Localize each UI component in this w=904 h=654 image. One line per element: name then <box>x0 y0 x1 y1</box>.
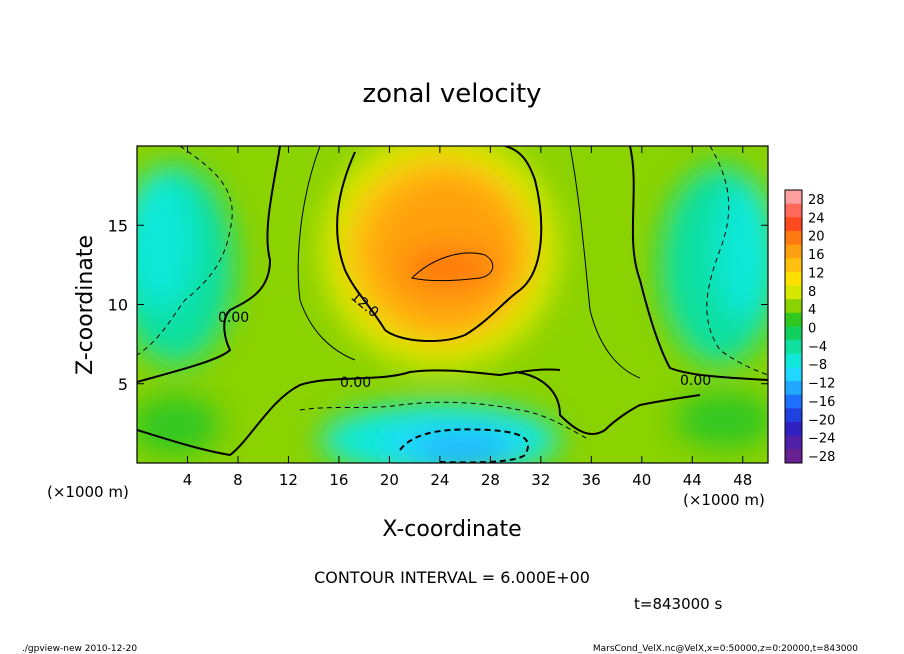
plot-area <box>137 146 768 463</box>
colorbar-swatch <box>785 312 802 327</box>
region-right-aqua <box>715 180 768 320</box>
colorbar-swatch <box>785 449 802 464</box>
y-axis-label: Z-coordinate <box>73 235 98 375</box>
x-tick-label: 24 <box>430 471 449 489</box>
colorbar-label: −28 <box>808 450 835 465</box>
colorbar-label: 28 <box>808 193 825 208</box>
contour-neg6-left <box>137 146 233 356</box>
colorbar-label: −16 <box>808 395 835 410</box>
colorbar-swatch <box>785 285 802 300</box>
contour-label: 0.00 <box>340 375 371 391</box>
colorbar-label: −12 <box>808 377 835 392</box>
y-tick-label: 5 <box>118 375 128 394</box>
colorbar-swatch <box>785 422 802 437</box>
colorbar: 28 24 20 16 12 8 4 0 −4 −8 −12 −16 −20 −24 −28 <box>784 189 835 465</box>
contour-neg6-right <box>706 146 768 376</box>
colorbar-swatch <box>785 217 802 232</box>
region-left-aqua <box>137 170 195 310</box>
y-tick-label: 10 <box>108 296 128 315</box>
x-tick-label: 40 <box>632 471 651 489</box>
x-tick-label: 12 <box>279 471 298 489</box>
colorbar-swatch <box>785 353 802 368</box>
x-tick-label: 44 <box>683 471 702 489</box>
y-axis: 5 10 15 <box>108 216 768 394</box>
x-tick-label: 48 <box>733 471 752 489</box>
contour-interval: CONTOUR INTERVAL = 6.000E+00 <box>314 568 590 587</box>
x-tick-label: 36 <box>582 471 601 489</box>
region-right-bottom <box>675 392 768 448</box>
x-unit-right: (×1000 m) <box>683 491 765 509</box>
colorbar-swatch <box>785 258 802 273</box>
colorbar-swatch <box>785 408 802 423</box>
colorbar-label: 8 <box>808 285 816 300</box>
colorbar-swatch <box>785 244 802 259</box>
colorbar-label: −20 <box>808 413 835 428</box>
contour-6-right <box>569 146 641 379</box>
colorbar-swatch <box>785 271 802 286</box>
x-tick-label: 8 <box>233 471 243 489</box>
colorbar-label: 0 <box>808 322 816 337</box>
region-left-bottom <box>137 395 220 455</box>
footer-left: ./gpview-new 2010-12-20 <box>22 644 137 654</box>
x-tick-label: 32 <box>531 471 550 489</box>
footer-right: MarsCond_VelX.nc@VelX,x=0:50000,z=0:2000… <box>593 644 858 654</box>
y-tick-label: 15 <box>108 216 128 235</box>
x-unit-left: (×1000 m) <box>47 483 129 501</box>
x-tick-label: 16 <box>329 471 348 489</box>
colorbar-swatch <box>785 381 802 396</box>
contour-0-right <box>629 146 768 381</box>
colorbar-label: 16 <box>808 248 825 263</box>
colorbar-swatch <box>785 299 802 314</box>
contour-0-lower-right <box>514 371 701 435</box>
colorbar-label: −8 <box>808 358 827 373</box>
x-tick-label: 20 <box>380 471 399 489</box>
colorbar-label: −4 <box>808 340 827 355</box>
colorbar-swatch <box>785 394 802 409</box>
colorbar-label: 4 <box>808 303 816 318</box>
colorbar-label: 24 <box>808 211 825 226</box>
x-axis: 4 8 12 16 20 24 28 32 36 40 44 48 <box>183 146 752 489</box>
colorbar-swatch <box>785 435 802 450</box>
contour-label: 0.00 <box>218 310 249 326</box>
colorbar-swatch <box>785 203 802 218</box>
x-tick-label: 4 <box>183 471 193 489</box>
x-axis-label: X-coordinate <box>382 517 521 542</box>
colorbar-frame <box>784 189 803 464</box>
colorbar-swatch <box>785 326 802 341</box>
colorbar-label: −24 <box>808 432 835 447</box>
time-label: t=843000 s <box>634 595 722 613</box>
x-tick-label: 28 <box>481 471 500 489</box>
contour-0-lower-left <box>137 368 561 457</box>
contour-neg6-lower <box>299 401 591 441</box>
colorbar-swatch <box>785 340 802 355</box>
contour-12 <box>336 146 543 343</box>
contour-0-upper-left <box>137 146 281 383</box>
colorbar-swatch <box>785 230 802 245</box>
colorbar-label: 20 <box>808 230 825 245</box>
chart-title: zonal velocity <box>362 79 541 109</box>
colorbar-swatch <box>785 190 802 205</box>
contour-18 <box>411 252 494 282</box>
contour-6-left <box>297 146 356 361</box>
region-upper-core <box>402 246 498 290</box>
colorbar-swatch <box>785 367 802 382</box>
colorbar-label: 12 <box>808 266 825 281</box>
region-lower-blue <box>417 437 507 463</box>
contour-label: 0.00 <box>680 373 711 389</box>
